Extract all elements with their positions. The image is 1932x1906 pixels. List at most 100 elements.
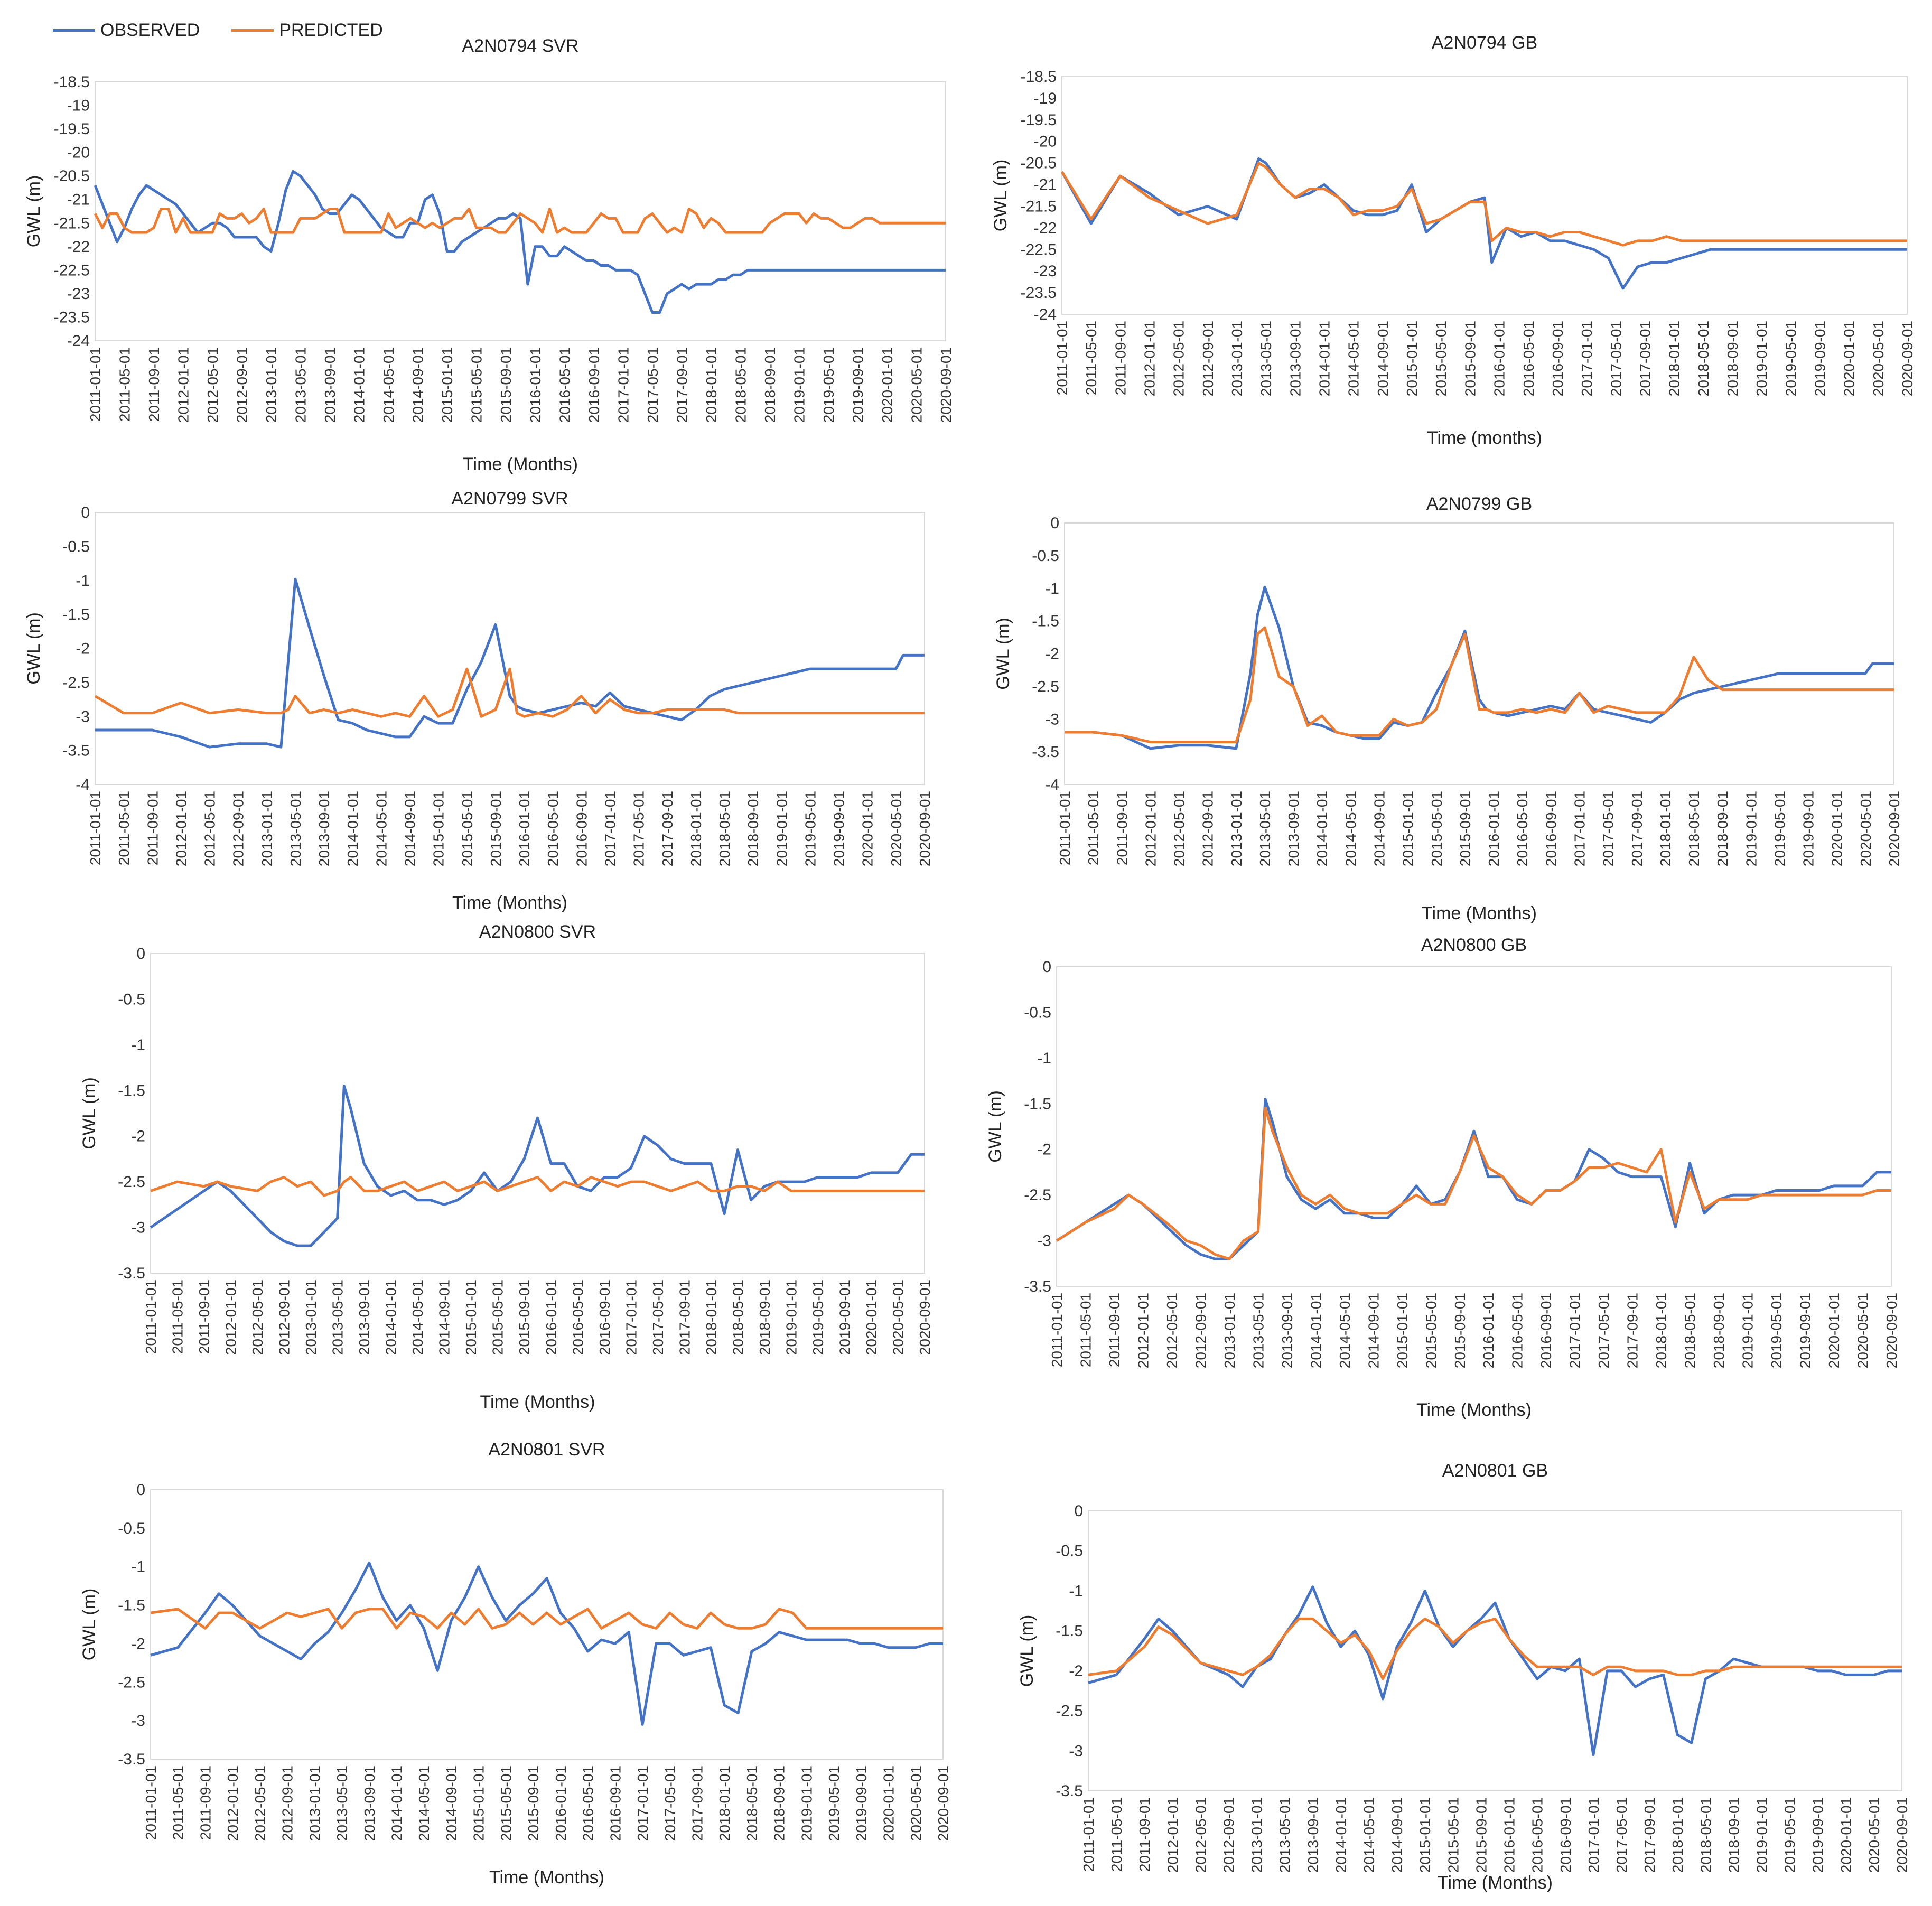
x-tick-label: 2012-09-01 [234, 347, 250, 423]
x-tick-label: 2014-05-01 [416, 1765, 432, 1841]
y-tick-label: -1 [131, 1036, 145, 1054]
x-tick-label: 2019-01-01 [1740, 1293, 1756, 1368]
y-tick-label: -2 [1045, 646, 1059, 663]
x-tick-label: 2014-01-01 [389, 1765, 405, 1841]
x-tick-label: 2018-09-01 [745, 791, 761, 866]
x-tick-label: 2015-05-01 [459, 791, 475, 866]
x-tick-label: 2016-01-01 [527, 347, 544, 423]
y-tick-label: 0 [1050, 515, 1059, 532]
x-tick-label: 2017-09-01 [659, 791, 676, 866]
x-tick-label: 2019-09-01 [850, 347, 866, 423]
x-tick-label: 2011-05-01 [170, 1765, 186, 1840]
x-tick-label: 2019-01-01 [783, 1279, 799, 1355]
x-tick-label: 2017-01-01 [1579, 321, 1595, 396]
y-tick-label: -21.5 [1021, 198, 1057, 215]
y-tick-label: -1 [1069, 1582, 1083, 1600]
x-tick-label: 2019-09-01 [853, 1765, 870, 1841]
x-tick-label: 2017-01-01 [1585, 1797, 1602, 1873]
x-tick-label: 2020-01-01 [860, 791, 876, 866]
series-line-observed [1065, 585, 1894, 750]
x-tick-label: 2018-05-01 [732, 347, 749, 423]
y-tick-label: -24 [67, 332, 90, 350]
x-tick-label: 2020-01-01 [1829, 791, 1845, 866]
x-tick-label: 2018-09-01 [771, 1765, 788, 1841]
x-tick-label: 2014-05-01 [409, 1279, 426, 1355]
y-tick-label: -21 [1034, 176, 1057, 194]
x-tick-label: 2013-05-01 [334, 1765, 350, 1841]
x-tick-label: 2015-05-01 [469, 347, 485, 423]
x-tick-label: 2020-05-01 [908, 347, 925, 423]
x-tick-label: 2011-01-01 [87, 791, 104, 865]
chart-3: A2N0799 GB 0 -0.5 -1 -1.5 -2 -2.5 -3 -3.5 -4 GWL (… [993, 494, 1902, 923]
x-tick-label: 2017-05-01 [1600, 791, 1617, 866]
x-tick-label: 2011-09-01 [1114, 791, 1130, 865]
y-tick-label: -23.5 [1021, 284, 1057, 302]
x-tick-label: 2014-05-01 [1337, 1293, 1353, 1368]
y-tick-label: -3 [131, 1219, 145, 1237]
y-tick-label: -21 [67, 191, 90, 209]
x-tick-label: 2018-09-01 [1725, 1797, 1742, 1873]
x-tick-label: 2013-09-01 [316, 791, 332, 866]
x-axis-label: Time (Months) [1422, 903, 1537, 923]
x-tick-label: 2012-09-01 [1221, 1797, 1237, 1873]
x-tick-label: 2012-09-01 [230, 791, 247, 866]
x-tick-label: 2020-05-01 [1870, 321, 1887, 396]
x-tick-label: 2016-05-01 [580, 1765, 596, 1841]
x-tick-label: 2016-01-01 [516, 791, 533, 866]
x-tick-label: 2013-01-01 [1229, 321, 1245, 396]
x-tick-label: 2011-01-01 [1080, 1797, 1097, 1872]
x-tick-label: 2015-01-01 [1394, 1293, 1411, 1368]
x-tick-label: 2012-05-01 [252, 1765, 268, 1841]
x-tick-label: 2013-05-01 [287, 791, 304, 866]
x-tick-label: 2018-09-01 [1724, 321, 1741, 396]
y-axis-label: GWL (m) [79, 1589, 99, 1661]
y-tick-label: -3 [1045, 711, 1059, 728]
x-tick-label: 2018-05-01 [716, 791, 733, 866]
plot-area [150, 953, 925, 1274]
x-tick-label: 2017-01-01 [623, 1279, 639, 1355]
x-tick-label: 2012-09-01 [279, 1765, 296, 1841]
x-tick-label: 2019-01-01 [791, 347, 807, 423]
x-tick-label: 2016-05-01 [1529, 1797, 1546, 1873]
series-line-predicted [150, 1608, 943, 1630]
x-tick-label: 2017-01-01 [634, 1765, 651, 1841]
x-tick-label: 2015-01-01 [1417, 1797, 1433, 1873]
y-tick-label: -18.5 [54, 73, 90, 91]
x-tick-label: 2017-01-01 [602, 791, 618, 866]
x-tick-label: 2013-05-01 [1258, 321, 1274, 396]
x-tick-label: 2019-05-01 [810, 1279, 826, 1355]
x-tick-label: 2020-05-01 [908, 1765, 924, 1841]
x-tick-label: 2019-09-01 [1800, 791, 1817, 866]
chart-1: A2N0794 GB -18.5 -19 -19.5 -20 -20.5 -21 -21.5 -… [991, 33, 1916, 448]
y-tick-label: -3 [1069, 1742, 1083, 1760]
x-tick-label: 2017-09-01 [689, 1765, 705, 1841]
y-axis-label: GWL (m) [985, 1090, 1005, 1163]
x-tick-label: 2014-01-01 [344, 791, 361, 866]
x-tick-label: 2013-05-01 [293, 347, 309, 423]
y-tick-label: -3.5 [1056, 1782, 1083, 1800]
x-tick-label: 2017-09-01 [1629, 791, 1645, 866]
x-tick-label: 2011-05-01 [1085, 791, 1102, 865]
x-tick-label: 2015-05-01 [490, 1279, 506, 1355]
x-tick-label: 2013-01-01 [306, 1765, 323, 1841]
x-tick-label: 2013-01-01 [263, 347, 279, 423]
x-tick-label: 2014-09-01 [1365, 1293, 1382, 1368]
x-tick-label: 2017-05-01 [645, 347, 661, 423]
y-tick-label: -23.5 [54, 309, 90, 326]
x-tick-label: 2011-01-01 [1049, 1293, 1065, 1367]
x-tick-label: 2018-09-01 [1714, 791, 1731, 866]
x-tick-label: 2015-09-01 [488, 791, 504, 866]
x-tick-label: 2012-01-01 [225, 1765, 241, 1841]
x-tick-label: 2020-01-01 [1841, 321, 1858, 396]
x-tick-label: 2016-01-01 [553, 1765, 569, 1841]
x-tick-label: 2015-05-01 [498, 1765, 514, 1841]
y-tick-label: -2.5 [1032, 678, 1059, 695]
y-tick-label: -2 [1069, 1662, 1083, 1680]
x-tick-label: 2018-09-01 [757, 1279, 773, 1355]
x-tick-label: 2012-09-01 [276, 1279, 293, 1355]
y-axis-label: GWL (m) [79, 1077, 99, 1150]
x-tick-label: 2017-09-01 [674, 347, 690, 423]
legend-label-observed: OBSERVED [100, 20, 200, 40]
y-tick-label: 0 [1042, 958, 1051, 976]
x-tick-label: 2019-01-01 [1743, 791, 1759, 866]
